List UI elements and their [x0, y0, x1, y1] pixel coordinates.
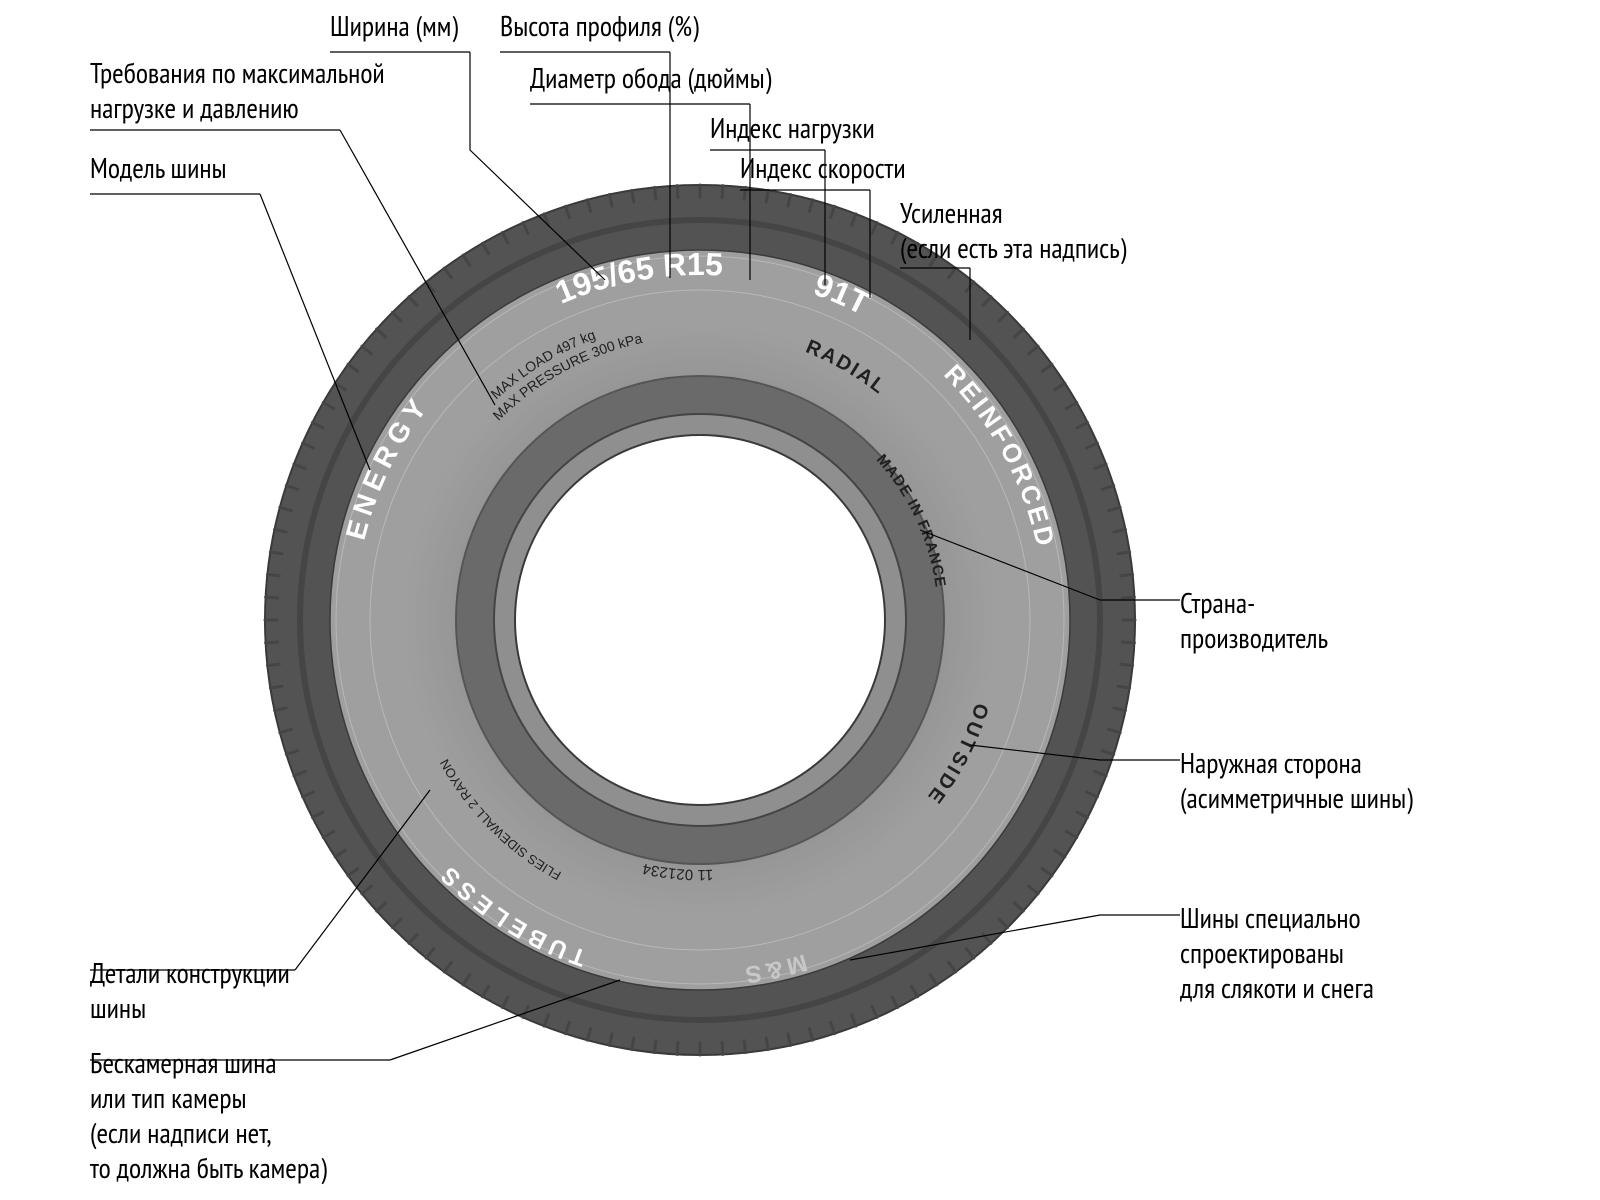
callout-reinforced: Усиленная (если есть эта надпись)	[900, 195, 1126, 265]
callout-rim: Диаметр обода (дюймы)	[530, 60, 771, 95]
callout-profile: Высота профиля (%)	[500, 8, 699, 43]
callout-loadidx: Индекс нагрузки	[710, 110, 875, 145]
callout-construct: Детали конструкции шины	[90, 955, 290, 1025]
callout-country: Страна- производитель	[1180, 585, 1328, 655]
callout-width: Ширина (мм)	[330, 8, 458, 43]
callout-model: Модель шины	[90, 150, 227, 185]
callout-speedidx: Индекс скорости	[740, 150, 906, 185]
callout-maxreq: Требования по максимальной нагрузке и да…	[90, 55, 385, 125]
callout-ms: Шины специально спроектированы для сляко…	[1180, 900, 1374, 1005]
callout-tubeless: Бескамерная шина или тип камеры (если на…	[90, 1045, 327, 1185]
callout-outside: Наружная сторона (асимметричные шины)	[1180, 745, 1413, 815]
